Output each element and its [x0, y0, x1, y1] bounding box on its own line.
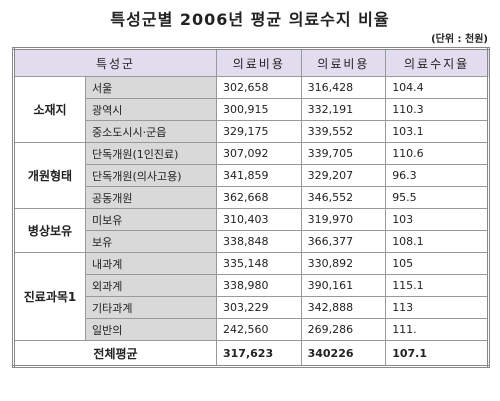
- value-cell: 110.6: [385, 142, 489, 165]
- value-cell: 338,848: [216, 230, 302, 253]
- value-cell: 366,377: [300, 230, 387, 253]
- value-cell: 346,552: [300, 186, 387, 209]
- unit-note: (단위 : 천원): [431, 34, 488, 45]
- total-value: 340226: [300, 340, 387, 367]
- value-cell: 316,428: [300, 76, 387, 99]
- value-cell: 307,092: [216, 142, 302, 165]
- data-row: 일반의 242,560 269,286 111.: [14, 318, 489, 341]
- total-row: 전체평균 317,623 340226 107.1: [13, 340, 489, 367]
- total-label: 전체평균: [13, 340, 217, 367]
- value-cell: 242,560: [216, 318, 302, 341]
- total-value: 317,623: [216, 340, 302, 367]
- value-cell: 310,403: [216, 208, 302, 231]
- value-cell: 115.1: [385, 274, 489, 297]
- data-row: 단독개원(의사고용) 341,859 329,207 96.3: [14, 164, 489, 187]
- subgroup-cell: 단독개원(1인진료): [85, 142, 217, 165]
- total-value: 107.1: [385, 340, 489, 367]
- data-row: 광역시 300,915 332,191 110.3: [14, 98, 489, 121]
- value-cell: 108.1: [385, 230, 489, 253]
- data-row: 보유 338,848 366,377 108.1: [14, 230, 489, 253]
- title: 특성군별 2006년 평균 의료수지 비율: [110, 10, 390, 29]
- value-cell: 335,148: [216, 252, 302, 275]
- subgroup-cell: 외과계: [85, 274, 217, 297]
- group-cell: 진료과목1: [13, 252, 86, 341]
- group-cell: 개원형태: [13, 142, 86, 209]
- data-row: 공동개원 362,668 346,552 95.5: [14, 186, 489, 209]
- value-cell: 339,552: [300, 120, 387, 143]
- subgroup-cell: 내과계: [85, 252, 217, 275]
- subgroup-cell: 기타과계: [85, 296, 217, 319]
- value-cell: 330,892: [300, 252, 387, 275]
- value-cell: 111.: [385, 318, 489, 341]
- value-cell: 342,888: [300, 296, 387, 319]
- data-row: 기타과계 303,229 342,888 113: [14, 296, 489, 319]
- value-cell: 362,668: [216, 186, 302, 209]
- subgroup-cell: 미보유: [85, 208, 217, 231]
- group-cell: 소재지: [13, 76, 86, 143]
- data-row: 진료과목1 내과계 335,148 330,892 105: [13, 252, 489, 341]
- value-cell: 339,705: [300, 142, 387, 165]
- group-cell: 병상보유: [13, 208, 86, 253]
- header-cell: 의료비용: [300, 48, 387, 77]
- header-cell: 의료비용: [216, 48, 302, 77]
- value-cell: 341,859: [216, 164, 302, 187]
- value-cell: 390,161: [300, 274, 387, 297]
- value-cell: 269,286: [300, 318, 387, 341]
- value-cell: 96.3: [385, 164, 489, 187]
- table: 특성군 의료비용 의료비용 의료수지율 소재지 서울 302,658 316,428 104.4…: [12, 47, 490, 368]
- subgroup-cell: 보유: [85, 230, 217, 253]
- value-cell: 338,980: [216, 274, 302, 297]
- value-cell: 95.5: [385, 186, 489, 209]
- subgroup-cell: 일반의: [85, 318, 217, 341]
- value-cell: 332,191: [300, 98, 387, 121]
- subgroup-cell: 중소도시시·군읍: [85, 120, 217, 143]
- value-cell: 329,207: [300, 164, 387, 187]
- subgroup-cell: 광역시: [85, 98, 217, 121]
- data-row: 개원형태 단독개원(1인진료) 307,092 339,705 110.6: [13, 142, 489, 209]
- value-cell: 103: [385, 208, 489, 231]
- value-cell: 319,970: [300, 208, 387, 231]
- value-cell: 113: [385, 296, 489, 319]
- subgroup-cell: 공동개원: [85, 186, 217, 209]
- data-row: 중소도시시·군읍 329,175 339,552 103.1: [14, 120, 489, 143]
- value-cell: 103.1: [385, 120, 489, 143]
- value-cell: 105: [385, 252, 489, 275]
- header-row: 특성군 의료비용 의료비용 의료수지율: [13, 48, 489, 77]
- value-cell: 300,915: [216, 98, 302, 121]
- value-cell: 303,229: [216, 296, 302, 319]
- value-cell: 302,658: [216, 76, 302, 99]
- data-row: 소재지 서울 302,658 316,428 104.4: [13, 76, 489, 143]
- subgroup-cell: 단독개원(의사고용): [85, 164, 217, 187]
- data-row: 병상보유 미보유 310,403 319,970 103: [13, 208, 489, 253]
- value-cell: 329,175: [216, 120, 302, 143]
- value-cell: 104.4: [385, 76, 489, 99]
- header-cell: 의료수지율: [385, 48, 489, 77]
- subgroup-cell: 서울: [85, 76, 217, 99]
- data-row: 외과계 338,980 390,161 115.1: [14, 274, 489, 297]
- value-cell: 110.3: [385, 98, 489, 121]
- header-cell: 특성군: [13, 48, 217, 77]
